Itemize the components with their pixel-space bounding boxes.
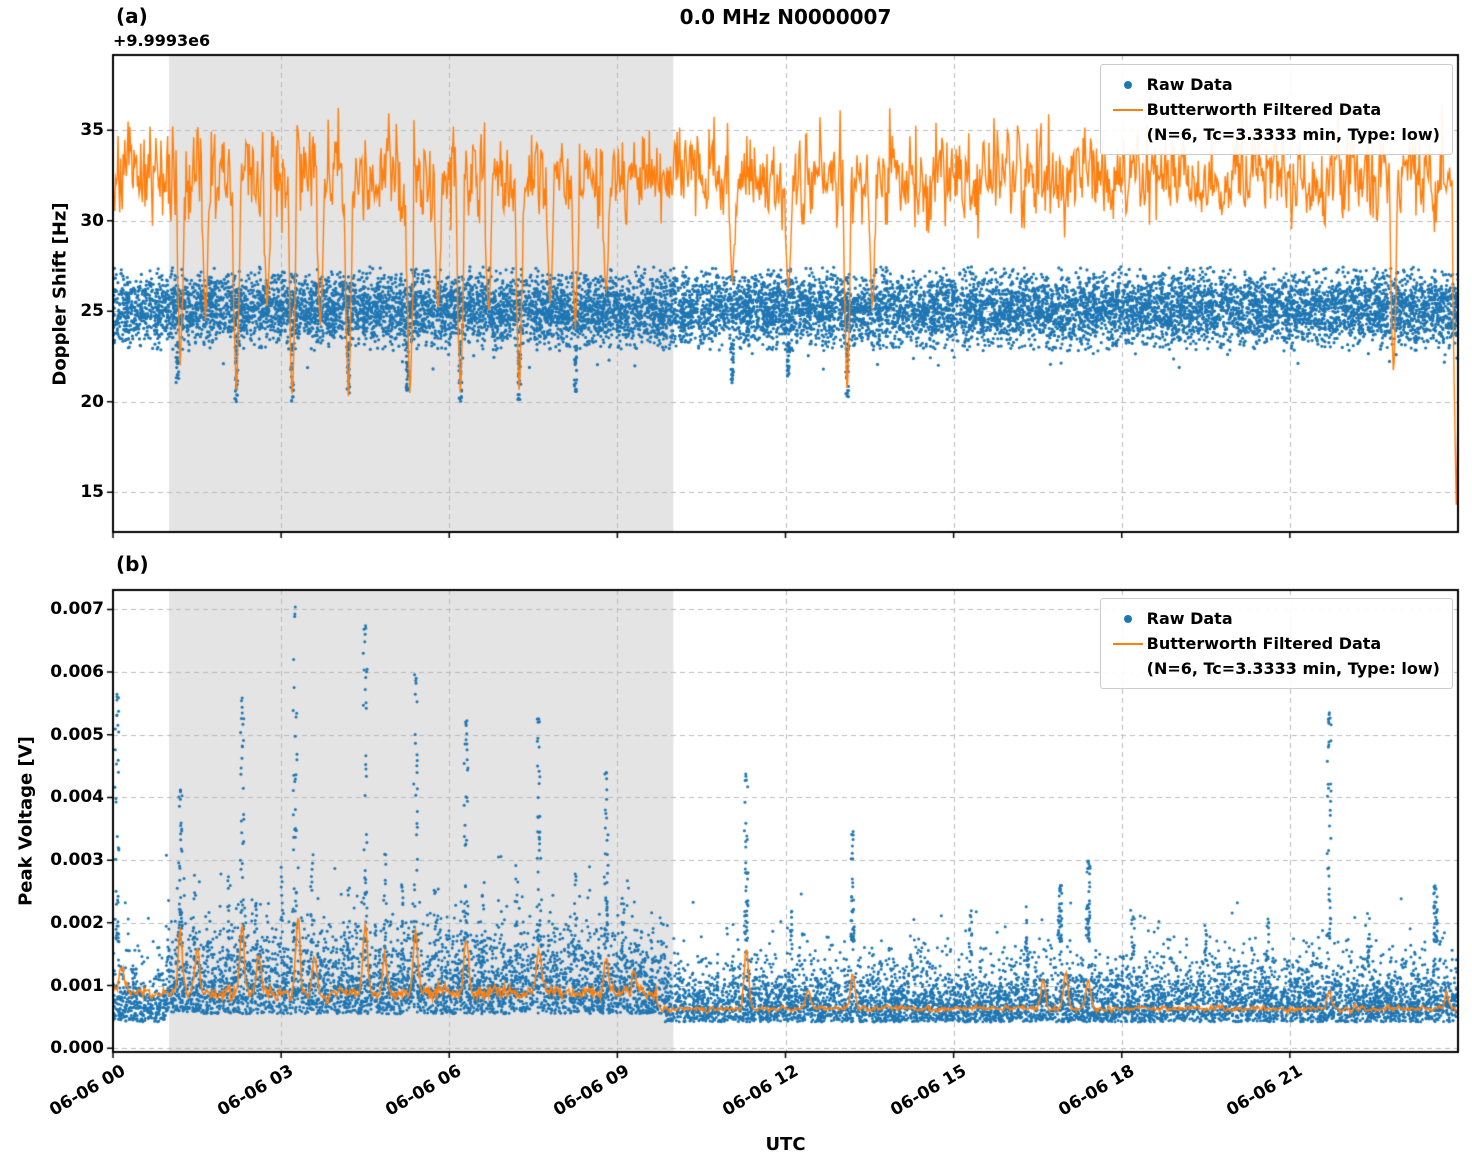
legend-entry-filtered: Butterworth Filtered Data xyxy=(1109,631,1440,656)
legend-raw-label: Raw Data xyxy=(1146,609,1233,628)
panel-b-label: (b) xyxy=(116,552,149,576)
filtered-line-icon xyxy=(1112,108,1143,111)
legend-filtered-label: Butterworth Filtered Data xyxy=(1146,634,1382,653)
raw-marker-swatch xyxy=(1109,80,1147,89)
x-axis-label: UTC xyxy=(765,1134,806,1155)
legend-entry-raw: Raw Data xyxy=(1109,606,1440,631)
y-axis-tick-label: 0.005 xyxy=(50,724,104,745)
raw-data-dot-icon xyxy=(1123,80,1132,89)
y-axis-tick-label: 30 xyxy=(80,210,104,231)
legend-filtered-sublabel: (N=6, Tc=3.3333 min, Type: low) xyxy=(1146,125,1440,144)
y-axis-tick-label: 25 xyxy=(80,301,104,322)
y-axis-tick-label: 35 xyxy=(80,120,104,141)
filtered-line-swatch xyxy=(1109,642,1147,645)
raw-marker-swatch xyxy=(1109,614,1147,623)
panel-a-label: (a) xyxy=(116,4,148,28)
legend-entry-filtered: Butterworth Filtered Data xyxy=(1109,97,1440,122)
y-axis-tick-label: 0.007 xyxy=(50,599,104,620)
legend-entry-filtered-params: (N=6, Tc=3.3333 min, Type: low) xyxy=(1109,122,1440,147)
y-axis-tick-label: 0.003 xyxy=(50,850,104,871)
filtered-line-swatch xyxy=(1109,108,1147,111)
figure-title: 0.0 MHz N0000007 xyxy=(679,5,892,29)
y-axis-tick-label: 0.002 xyxy=(50,912,104,933)
y-axis-tick-label: 20 xyxy=(80,391,104,412)
legend-panel-b: Raw Data Butterworth Filtered Data (N=6,… xyxy=(1099,598,1453,689)
legend-panel-a: Raw Data Butterworth Filtered Data (N=6,… xyxy=(1099,64,1453,155)
legend-entry-filtered-params: (N=6, Tc=3.3333 min, Type: low) xyxy=(1109,656,1440,681)
legend-filtered-label: Butterworth Filtered Data xyxy=(1146,100,1382,119)
legend-filtered-sublabel: (N=6, Tc=3.3333 min, Type: low) xyxy=(1146,659,1440,678)
legend-entry-raw: Raw Data xyxy=(1109,72,1440,97)
y-axis-label-doppler: Doppler Shift [Hz] xyxy=(49,202,71,386)
raw-data-dot-icon xyxy=(1123,614,1132,623)
y-axis-tick-label: 0.000 xyxy=(50,1038,104,1059)
filtered-line-icon xyxy=(1112,642,1143,645)
y-axis-tick-label: 0.001 xyxy=(50,975,104,996)
y-axis-tick-label: 0.004 xyxy=(50,787,104,808)
legend-raw-label: Raw Data xyxy=(1146,75,1233,94)
y-axis-label-voltage: Peak Voltage [V] xyxy=(15,736,37,906)
y-axis-offset-text: +9.9993e6 xyxy=(113,31,211,50)
y-axis-tick-label: 0.006 xyxy=(50,662,104,683)
y-axis-tick-label: 15 xyxy=(80,482,104,503)
